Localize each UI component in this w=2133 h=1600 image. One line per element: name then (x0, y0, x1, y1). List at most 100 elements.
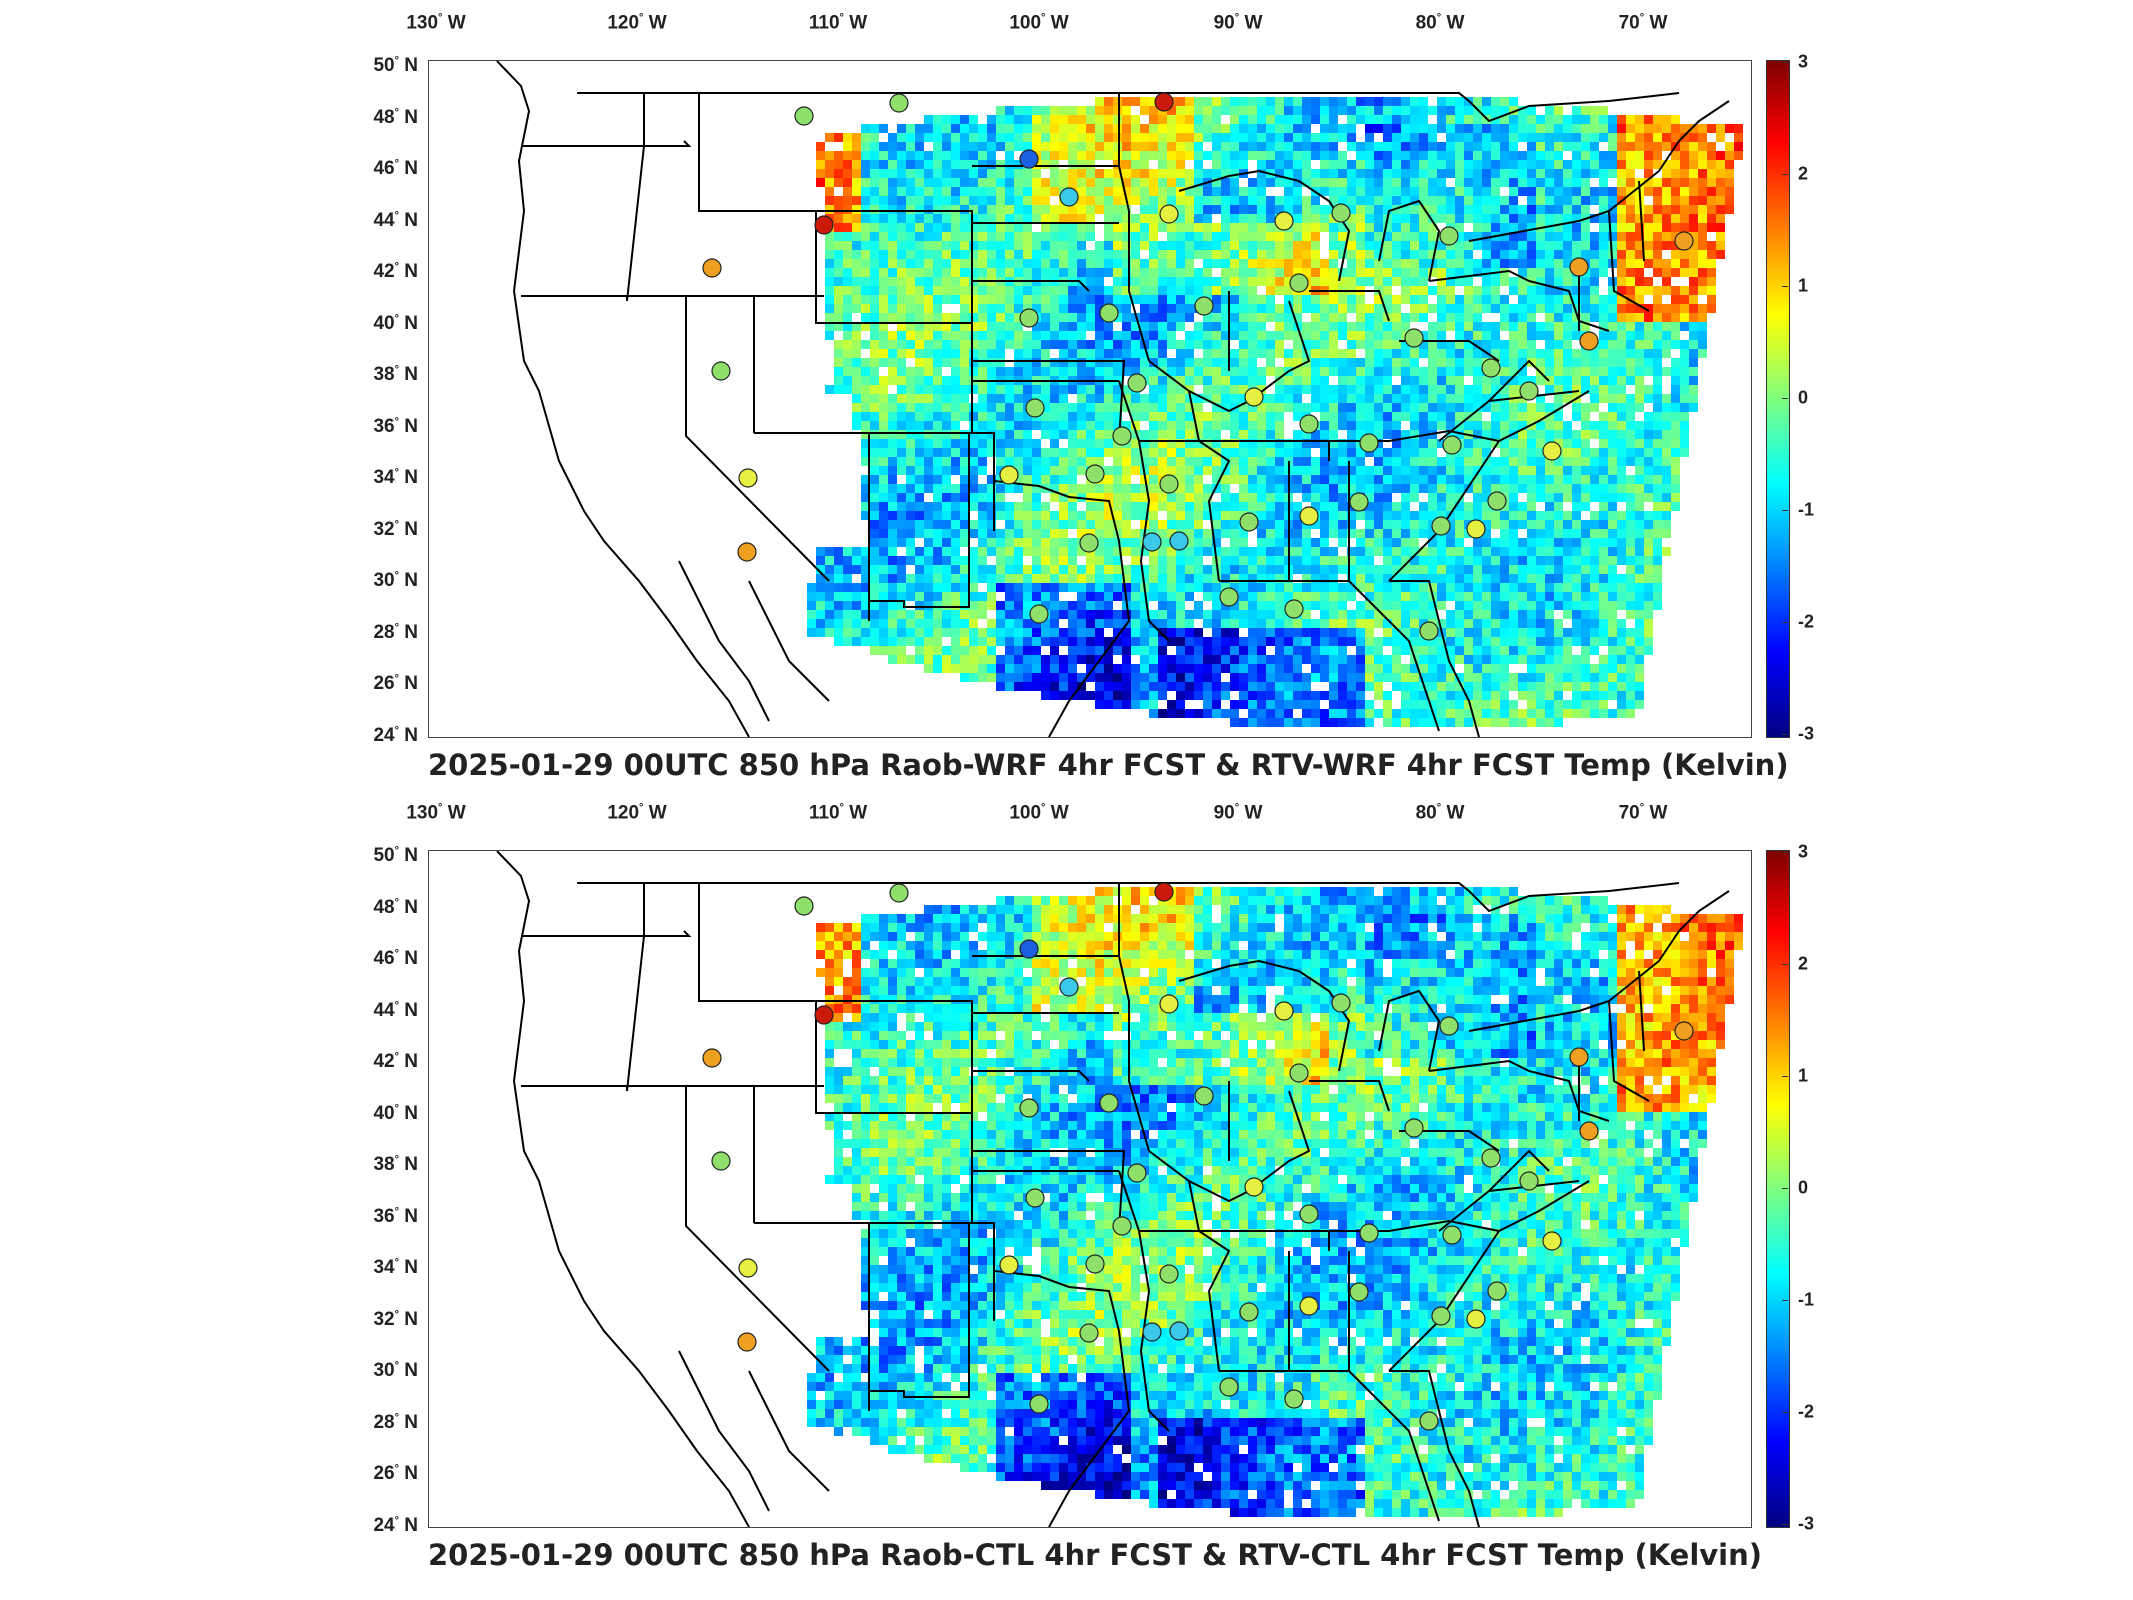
field-cell (1113, 502, 1122, 511)
field-cell (960, 340, 969, 349)
field-cell (1662, 349, 1671, 358)
field-cell (1419, 313, 1428, 322)
field-cell (1500, 466, 1509, 475)
field-cell (1347, 376, 1356, 385)
field-cell (1284, 439, 1293, 448)
field-cell (897, 412, 906, 421)
field-cell (1014, 349, 1023, 358)
field-cell (1446, 106, 1455, 115)
field-cell (1023, 412, 1032, 421)
field-cell (915, 385, 924, 394)
field-cell (1212, 385, 1221, 394)
field-cell (1149, 223, 1158, 232)
field-cell (1545, 259, 1554, 268)
field-cell (1707, 178, 1716, 187)
field-cell (1077, 421, 1086, 430)
field-cell (897, 205, 906, 214)
field-cell (1257, 259, 1266, 268)
field-cell (1284, 376, 1293, 385)
field-cell (1437, 286, 1446, 295)
field-cell (1410, 349, 1419, 358)
field-cell (1617, 124, 1626, 133)
field-cell (852, 376, 861, 385)
field-cell (1167, 151, 1176, 160)
field-cell (825, 241, 834, 250)
field-cell (1383, 322, 1392, 331)
field-cell (1050, 241, 1059, 250)
field-cell (1626, 376, 1635, 385)
field-cell (1131, 556, 1140, 565)
field-cell (1446, 322, 1455, 331)
field-cell (1257, 196, 1266, 205)
field-cell (1050, 547, 1059, 556)
field-cell (1140, 268, 1149, 277)
field-cell (1257, 556, 1266, 565)
field-cell (888, 376, 897, 385)
field-cell (1599, 556, 1608, 565)
field-cell (1482, 232, 1491, 241)
field-cell (1680, 214, 1689, 223)
field-cell (969, 592, 978, 601)
field-cell (1689, 286, 1698, 295)
field-cell (915, 592, 924, 601)
field-cell (1194, 142, 1203, 151)
field-cell (1410, 358, 1419, 367)
field-cell (1410, 583, 1419, 592)
field-cell (1716, 160, 1725, 169)
field-cell (1032, 250, 1041, 259)
field-cell (1392, 259, 1401, 268)
field-cell (1140, 547, 1149, 556)
field-cell (1518, 331, 1527, 340)
field-cell (1014, 304, 1023, 313)
field-cell (1428, 178, 1437, 187)
field-cell (1374, 376, 1383, 385)
field-cell (1167, 160, 1176, 169)
field-cell (1212, 160, 1221, 169)
field-cell (1212, 97, 1221, 106)
field-cell (924, 529, 933, 538)
field-cell (1302, 376, 1311, 385)
field-cell (978, 547, 987, 556)
field-cell (969, 151, 978, 160)
field-cell (1599, 538, 1608, 547)
field-cell (825, 178, 834, 187)
field-cell (1095, 340, 1104, 349)
field-cell (852, 421, 861, 430)
field-cell (1365, 169, 1374, 178)
field-cell (1302, 106, 1311, 115)
field-cell (1212, 376, 1221, 385)
field-cell (1041, 115, 1050, 124)
field-cell (1500, 115, 1509, 124)
field-cell (1257, 340, 1266, 349)
field-cell (1293, 331, 1302, 340)
field-cell (969, 187, 978, 196)
field-cell (852, 592, 861, 601)
field-cell (1356, 223, 1365, 232)
field-cell (1356, 430, 1365, 439)
field-cell (1194, 376, 1203, 385)
field-cell (1014, 223, 1023, 232)
field-cell (1221, 295, 1230, 304)
field-cell (1257, 277, 1266, 286)
field-cell (1077, 592, 1086, 601)
field-cell (1356, 160, 1365, 169)
field-cell (1050, 205, 1059, 214)
field-cell (1410, 169, 1419, 178)
field-cell (1554, 196, 1563, 205)
field-cell (1068, 565, 1077, 574)
field-cell (1140, 214, 1149, 223)
field-cell (1446, 214, 1455, 223)
field-cell (960, 511, 969, 520)
field-cell (1005, 160, 1014, 169)
field-cell (870, 403, 879, 412)
field-cell (924, 511, 933, 520)
field-cell (915, 259, 924, 268)
field-cell (1419, 286, 1428, 295)
field-cell (1671, 421, 1680, 430)
field-cell (1509, 331, 1518, 340)
field-cell (1338, 196, 1347, 205)
field-cell (1194, 547, 1203, 556)
field-cell (816, 547, 825, 556)
field-cell (996, 322, 1005, 331)
field-cell (852, 169, 861, 178)
